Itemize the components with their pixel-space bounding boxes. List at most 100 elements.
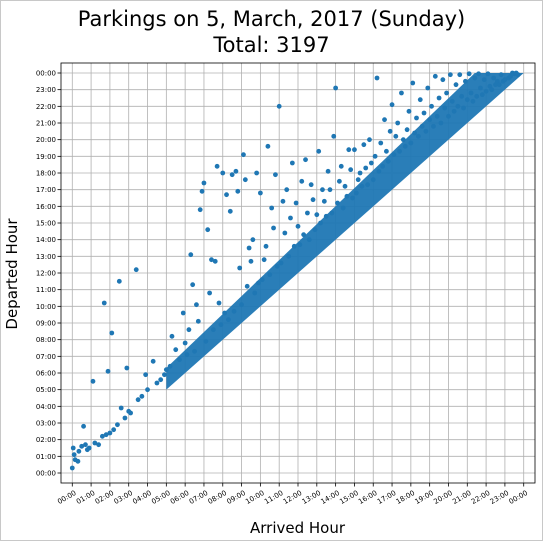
data-point — [109, 330, 115, 336]
y-tick-label: 11:00 — [36, 286, 56, 294]
data-point — [399, 90, 404, 96]
data-point — [479, 92, 485, 98]
data-point — [90, 378, 96, 384]
y-tick-label: 04:00 — [36, 403, 56, 411]
y-tick-label: 13:00 — [36, 253, 56, 261]
x-tick-label: 19:00 — [414, 489, 435, 506]
data-point — [447, 72, 453, 78]
data-point — [380, 163, 386, 169]
x-tick-label: 21:00 — [451, 489, 472, 506]
data-point — [357, 170, 363, 176]
data-point — [434, 113, 440, 119]
data-point — [340, 205, 346, 211]
data-point — [476, 71, 481, 77]
data-point — [265, 143, 271, 149]
data-point — [199, 188, 205, 194]
data-point — [278, 260, 284, 266]
data-point — [190, 282, 196, 288]
data-point — [389, 102, 395, 108]
data-point — [216, 300, 222, 306]
data-point — [489, 87, 495, 93]
data-point — [209, 257, 214, 263]
x-tick-label: 07:00 — [188, 489, 209, 506]
data-point — [218, 322, 224, 328]
data-point — [436, 95, 442, 101]
data-point — [76, 448, 82, 454]
x-tick-label: 16:00 — [357, 489, 378, 506]
y-tick-label: 07:00 — [36, 353, 56, 361]
data-point — [515, 72, 521, 78]
data-point — [335, 200, 340, 206]
data-point — [107, 430, 113, 436]
data-point — [210, 327, 216, 333]
data-point — [463, 78, 468, 84]
data-point — [169, 333, 175, 339]
x-tick-label: 00:00 — [56, 489, 77, 506]
data-point — [188, 252, 194, 258]
data-point — [158, 377, 164, 383]
data-point — [425, 85, 431, 91]
data-point — [353, 190, 359, 196]
data-point — [122, 415, 128, 421]
data-point — [387, 128, 393, 134]
y-tick-label: 15:00 — [36, 220, 56, 228]
data-point — [321, 198, 327, 204]
data-point — [438, 120, 444, 126]
data-point — [350, 195, 355, 201]
data-point — [449, 98, 455, 104]
x-tick-label: 13:00 — [301, 489, 322, 506]
data-point — [143, 372, 149, 378]
data-point — [472, 75, 478, 81]
data-point — [297, 242, 303, 248]
x-tick-label: 18:00 — [395, 489, 416, 506]
data-point — [195, 318, 201, 324]
data-point — [133, 267, 139, 273]
x-tick-label: 00:00 — [508, 489, 529, 506]
data-point — [444, 90, 449, 96]
data-point — [446, 113, 451, 119]
data-point — [259, 277, 265, 283]
data-point — [393, 133, 399, 139]
data-point — [414, 115, 419, 121]
data-point — [459, 93, 465, 99]
data-point — [397, 148, 402, 154]
x-axis-ticks: 00:0001:0002:0003:0004:0005:0006:0007:00… — [56, 483, 529, 506]
data-point — [382, 117, 387, 123]
data-point — [282, 230, 288, 236]
y-tick-label: 14:00 — [36, 236, 56, 244]
data-point — [305, 210, 310, 216]
data-point — [197, 207, 203, 213]
data-point — [124, 365, 130, 371]
data-point — [498, 72, 504, 78]
x-tick-label: 20:00 — [432, 489, 453, 506]
data-point — [86, 445, 92, 451]
data-point — [342, 183, 348, 189]
data-point — [222, 310, 228, 316]
data-point — [312, 227, 318, 233]
data-point — [99, 433, 105, 439]
data-point — [327, 187, 333, 193]
data-point — [186, 327, 192, 333]
data-point — [367, 137, 372, 143]
data-point — [241, 152, 246, 158]
data-point — [81, 423, 86, 429]
y-tick-label: 05:00 — [36, 386, 56, 394]
data-point — [408, 140, 414, 146]
data-point — [406, 108, 412, 114]
data-point — [289, 160, 295, 166]
data-point — [395, 120, 401, 126]
y-tick-label: 06:00 — [36, 370, 56, 378]
data-point — [363, 165, 369, 171]
data-point — [201, 180, 207, 186]
data-point — [451, 108, 457, 114]
data-point — [92, 440, 98, 446]
data-point — [205, 227, 211, 233]
data-point — [291, 243, 297, 249]
data-point — [318, 220, 323, 226]
data-point — [404, 127, 410, 133]
data-point — [306, 237, 312, 243]
x-tick-label: 02:00 — [94, 489, 115, 506]
data-point — [376, 168, 382, 174]
data-point — [421, 110, 427, 116]
